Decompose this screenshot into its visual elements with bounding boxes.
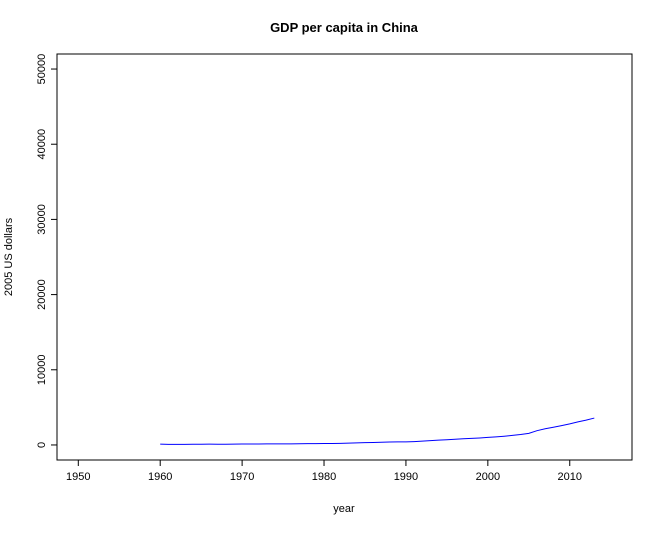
x-tick-label: 2010 bbox=[558, 471, 582, 483]
data-line bbox=[160, 417, 595, 445]
x-tick-label: 1980 bbox=[312, 471, 336, 483]
x-tick-label: 1990 bbox=[394, 471, 418, 483]
chart-title: GDP per capita in China bbox=[270, 20, 419, 35]
y-tick-label: 0 bbox=[36, 442, 48, 448]
plot-frame bbox=[56, 53, 633, 461]
x-tick-label: 1970 bbox=[230, 471, 254, 483]
y-axis-label: 2005 US dollars bbox=[3, 217, 15, 296]
y-tick-label: 50000 bbox=[36, 54, 48, 85]
y-tick-label: 20000 bbox=[36, 279, 48, 310]
x-tick-label: 2000 bbox=[476, 471, 500, 483]
x-tick-label: 1960 bbox=[148, 471, 172, 483]
x-axis-label: year bbox=[333, 503, 355, 515]
x-tick-label: 1950 bbox=[66, 471, 90, 483]
y-tick-label: 10000 bbox=[36, 354, 48, 385]
y-tick-label: 40000 bbox=[36, 129, 48, 160]
y-tick-label: 30000 bbox=[36, 204, 48, 235]
